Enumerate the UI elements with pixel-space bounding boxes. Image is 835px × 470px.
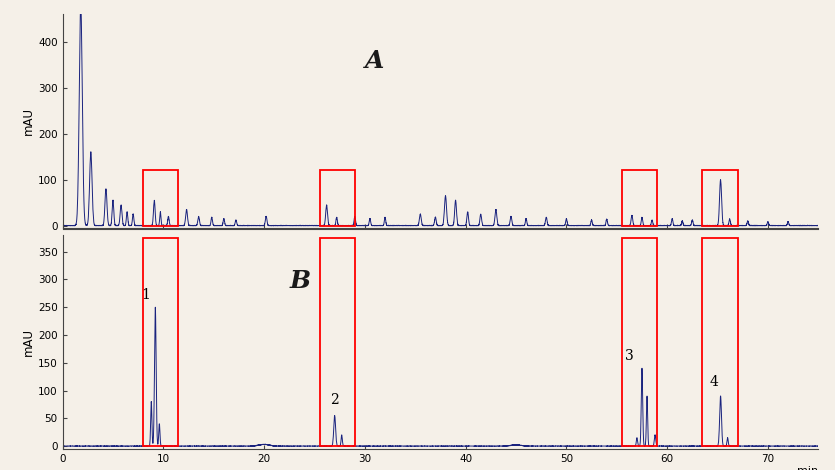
Text: 2: 2: [330, 393, 338, 407]
Y-axis label: mAU: mAU: [23, 328, 35, 356]
Text: A: A: [365, 48, 384, 72]
Bar: [622, 238, 657, 446]
Bar: [320, 238, 355, 446]
Text: 1: 1: [141, 288, 150, 302]
Bar: [144, 171, 179, 226]
Text: 3: 3: [625, 349, 634, 363]
Bar: [622, 171, 657, 226]
Bar: [702, 171, 737, 226]
Text: min: min: [797, 466, 818, 470]
Y-axis label: mAU: mAU: [23, 107, 35, 135]
Text: B: B: [289, 269, 311, 293]
Bar: [320, 171, 355, 226]
Bar: [144, 238, 179, 446]
Bar: [702, 238, 737, 446]
Text: 4: 4: [710, 375, 718, 389]
